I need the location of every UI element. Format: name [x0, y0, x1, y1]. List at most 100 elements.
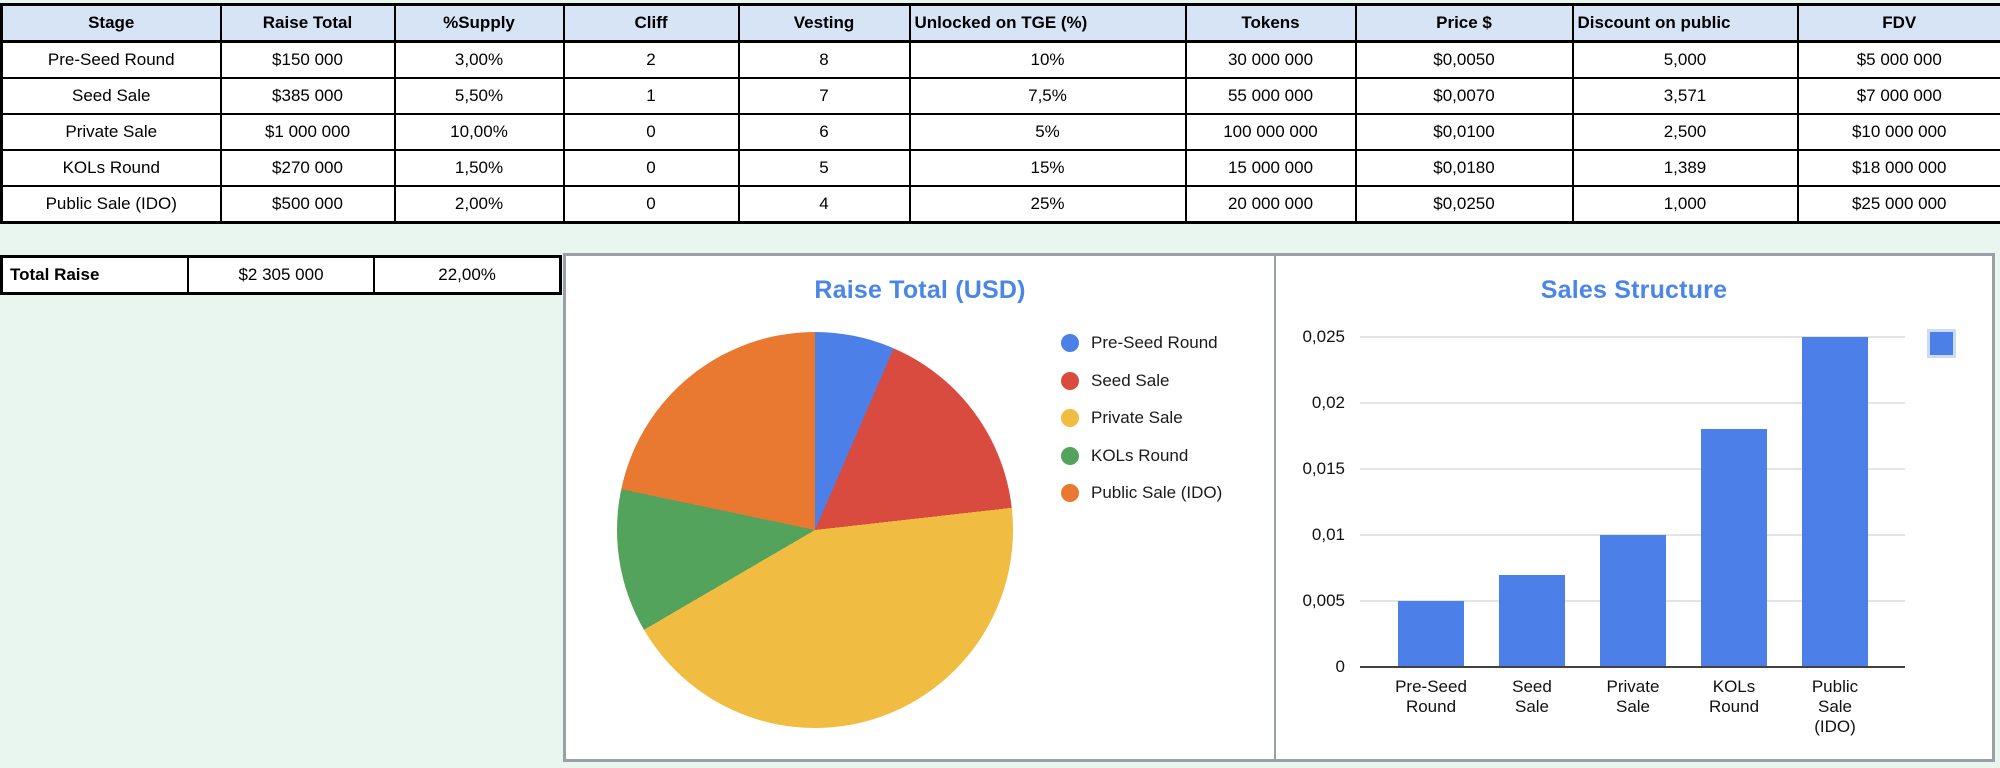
legend-item[interactable]: KOLs Round [1061, 444, 1188, 468]
column-header-2[interactable]: Raise Total [219, 3, 396, 43]
column-header-1[interactable]: Stage [0, 3, 222, 43]
table-row: KOLs Round $270 000 1,50% 0 5 15% 15 000 000 $0… [0, 149, 2000, 187]
y-axis-label: 0,02 [1311, 393, 1345, 412]
bar[interactable] [1499, 574, 1565, 667]
cell[interactable]: $500 000 [219, 185, 396, 224]
cell[interactable]: 5,000 [1571, 40, 1799, 79]
cell[interactable]: $7 000 000 [1796, 77, 2000, 115]
legend-dot-icon [1061, 371, 1079, 390]
cell[interactable]: $0,0070 [1354, 77, 1574, 115]
cell[interactable]: Seed Sale [0, 77, 222, 115]
cell[interactable]: $0,0050 [1354, 40, 1574, 79]
cell[interactable]: 100 000 000 [1184, 113, 1357, 151]
cell[interactable]: 7,5% [908, 77, 1187, 115]
cell[interactable]: 10% [908, 40, 1187, 79]
cell[interactable]: $0,0100 [1354, 113, 1574, 151]
total-raise-table: Total Raise $2 305 000 22,00% [0, 255, 562, 295]
bar-chart-title[interactable]: Sales Structure [1540, 276, 1728, 304]
cell[interactable]: $18 000 000 [1796, 149, 2000, 187]
column-header-7[interactable]: Tokens [1184, 3, 1357, 43]
column-header-3[interactable]: %Supply [393, 3, 565, 43]
cell[interactable]: 5% [908, 113, 1187, 151]
column-header-9[interactable]: Discount on public [1571, 3, 1799, 43]
legend-dot-icon [1061, 334, 1079, 352]
cell[interactable]: $5 000 000 [1796, 40, 2000, 79]
cell[interactable]: 5 [737, 149, 911, 187]
cell[interactable]: $1 000 000 [219, 113, 396, 151]
legend-item-label: Private Sale [1091, 408, 1183, 427]
y-axis-label: 0,025 [1302, 327, 1345, 346]
y-axis-label: 0,005 [1302, 591, 1345, 610]
cell[interactable]: 1 [562, 77, 740, 115]
cell[interactable]: 3,00% [393, 40, 565, 79]
cell[interactable]: 2,500 [1571, 113, 1799, 151]
cell[interactable]: $150 000 [219, 40, 396, 79]
stage-table: Stage Raise Total %Supply Cliff Vesting Unloc… [0, 3, 2000, 224]
pie-chart-title[interactable]: Raise Total (USD) [814, 276, 1026, 304]
cell[interactable]: 55 000 000 [1184, 77, 1357, 115]
cell[interactable]: Pre-Seed Round [0, 40, 222, 79]
bar[interactable] [1398, 601, 1464, 667]
cell[interactable]: 1,000 [1571, 185, 1799, 224]
gridline [1360, 336, 1905, 338]
cell[interactable]: 10,00% [393, 113, 565, 151]
cell[interactable]: 0 [562, 113, 740, 151]
x-axis-label: Public Sale (IDO) [1811, 677, 1859, 736]
bar[interactable] [1802, 337, 1868, 667]
cell[interactable]: 20 000 000 [1184, 185, 1357, 224]
column-header-10[interactable]: FDV [1796, 3, 2000, 43]
legend-item[interactable]: Private Sale [1061, 406, 1183, 430]
column-header-5[interactable]: Vesting [737, 3, 911, 43]
cell[interactable]: 0 [562, 185, 740, 224]
cell[interactable]: 8 [737, 40, 911, 79]
cell[interactable]: $25 000 000 [1796, 185, 2000, 224]
legend-item-label: Public Sale (IDO) [1091, 483, 1223, 502]
cell[interactable]: 15% [908, 149, 1187, 187]
x-axis-label: KOLs Round [1708, 677, 1760, 716]
legend-item[interactable]: Public Sale (IDO) [1061, 481, 1222, 505]
bar[interactable] [1600, 535, 1666, 667]
column-header-4[interactable]: Cliff [562, 3, 740, 43]
cell[interactable]: $10 000 000 [1796, 113, 2000, 151]
cell[interactable]: 4 [737, 185, 911, 224]
legend-item[interactable]: Seed Sale [1061, 369, 1169, 393]
cell[interactable]: Public Sale (IDO) [0, 185, 222, 224]
gridline [1360, 468, 1905, 470]
total-raise-supply-cell[interactable]: 22,00% [373, 255, 562, 295]
cell[interactable]: 15 000 000 [1184, 149, 1357, 187]
cell[interactable]: 2 [562, 40, 740, 79]
cell[interactable]: 25% [908, 185, 1187, 224]
cell[interactable]: Private Sale [0, 113, 222, 151]
cell[interactable]: 30 000 000 [1184, 40, 1357, 79]
stage-table-header-row: Stage Raise Total %Supply Cliff Vesting Unloc… [0, 3, 2000, 43]
cell[interactable]: $385 000 [219, 77, 396, 115]
bar[interactable] [1701, 429, 1767, 667]
y-axis-label: 0 [1335, 657, 1345, 676]
cell[interactable]: 1,389 [1571, 149, 1799, 187]
cell[interactable]: 1,50% [393, 149, 565, 187]
cell[interactable]: 7 [737, 77, 911, 115]
cell[interactable]: 5,50% [393, 77, 565, 115]
cell[interactable]: 3,571 [1571, 77, 1799, 115]
legend-item[interactable]: Pre-Seed Round [1061, 331, 1218, 355]
table-row: Private Sale $1 000 000 10,00% 0 6 5% 100 000 … [0, 113, 2000, 151]
pie-chart[interactable] [617, 332, 1013, 728]
legend-item-label: Seed Sale [1091, 370, 1170, 390]
cell[interactable]: 2,00% [393, 185, 565, 224]
y-axis-label: 0,01 [1311, 525, 1345, 544]
cell[interactable]: $270 000 [219, 149, 396, 187]
cell[interactable]: $0,0250 [1354, 185, 1574, 224]
total-raise-amount-cell[interactable]: $2 305 000 [186, 255, 376, 295]
cell[interactable]: $0,0180 [1354, 149, 1574, 187]
column-header-6[interactable]: Unlocked on TGE (%) [908, 3, 1187, 43]
table-row: Public Sale (IDO) $500 000 2,00% 0 4 25% 20 00… [0, 185, 2000, 224]
cell[interactable]: KOLs Round [0, 149, 222, 187]
total-raise-label-cell[interactable]: Total Raise [0, 255, 189, 295]
bar-legend-swatch-icon[interactable] [1930, 332, 1953, 355]
column-header-8[interactable]: Price $ [1354, 3, 1574, 43]
x-axis-label: Private Sale [1606, 677, 1660, 716]
cell[interactable]: 6 [737, 113, 911, 151]
cell[interactable]: 0 [562, 149, 740, 187]
x-axis-label: Seed Sale [1512, 677, 1552, 716]
